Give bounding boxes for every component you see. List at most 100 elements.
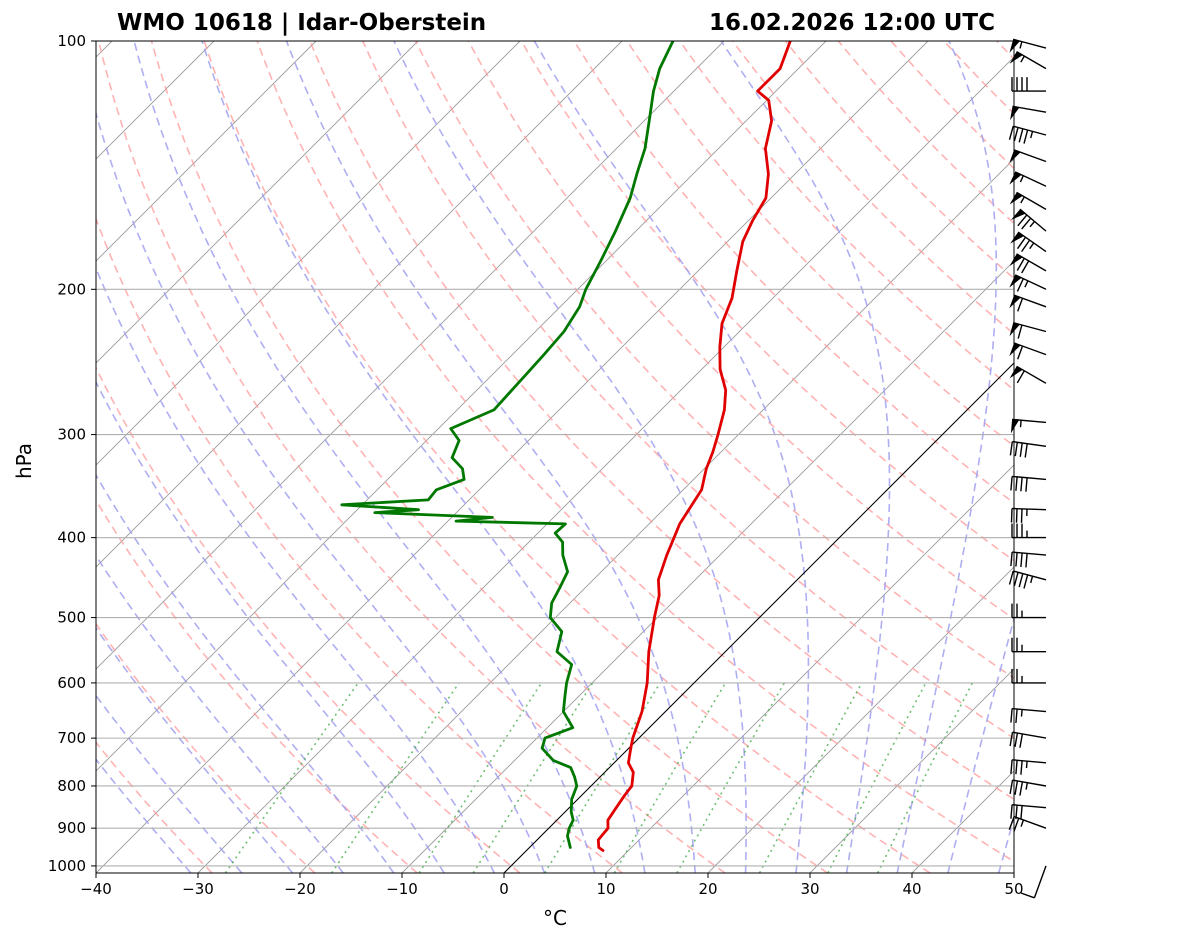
plot-frame <box>95 40 1015 874</box>
wind-barb-feather <box>1010 476 1013 491</box>
dry-adiabat-line <box>96 216 623 873</box>
isotherm-line <box>299 158 1014 873</box>
wind-barb-feather <box>1023 574 1029 589</box>
x-tick-label: 30 <box>800 880 819 898</box>
x-tick-label: 0 <box>499 880 509 898</box>
wind-barbs <box>1008 38 1047 899</box>
wind-barb <box>1009 294 1047 312</box>
moist-adiabat-line <box>96 266 496 873</box>
wind-barb <box>1011 668 1046 684</box>
wind-barb-feather <box>1019 781 1024 796</box>
dry-adiabat-line <box>309 41 1014 801</box>
wind-barb-feather <box>1014 780 1019 795</box>
wind-barb <box>1011 523 1046 539</box>
wind-barb-feather <box>1021 217 1032 230</box>
wind-barb-shaft <box>1012 759 1047 764</box>
wind-barb <box>1009 440 1047 458</box>
wind-barb <box>1009 191 1047 211</box>
wind-barb-feather <box>1010 508 1013 523</box>
y-tick-label: 700 <box>57 729 86 747</box>
dry-adiabat-line <box>256 41 1014 863</box>
wind-barb-flag <box>1010 419 1020 434</box>
wind-barb-feather <box>1020 892 1035 899</box>
wind-barb-half-feather <box>1020 196 1025 204</box>
wind-barb-half-feather <box>1019 175 1024 183</box>
x-tick-label: −40 <box>80 880 112 898</box>
moist-adiabat-line <box>720 41 891 873</box>
isotherm-line <box>197 56 1014 873</box>
wind-barb-half-feather <box>1029 221 1036 228</box>
wind-barb <box>1009 253 1047 274</box>
wind-barb-shaft <box>1013 294 1047 308</box>
wind-barb-feather <box>1018 128 1024 143</box>
isotherm-line <box>707 566 1014 873</box>
zero-isotherm-line <box>503 362 1014 873</box>
wind-barb-shaft <box>1012 731 1047 739</box>
wind-barb-shaft <box>1016 191 1047 211</box>
x-tick-label: 50 <box>1004 880 1023 898</box>
dry-adiabat-line <box>520 41 1014 562</box>
moist-adiabat-line <box>96 473 395 873</box>
wind-barb <box>1010 418 1047 434</box>
y-tick-label: 200 <box>57 280 86 298</box>
wind-barb-feather <box>1014 732 1019 748</box>
dewpoint-profile-line <box>340 41 675 849</box>
moist-adiabat-line <box>533 41 810 873</box>
y-axis-label: hPa <box>12 443 36 479</box>
wind-barb <box>1008 570 1047 589</box>
mixing-ratio-line <box>331 682 460 873</box>
wind-barb <box>1009 731 1047 748</box>
wind-barb-feather <box>1020 477 1023 492</box>
wind-barb-feather <box>1009 441 1013 456</box>
moist-adiabat-line <box>96 626 294 873</box>
dry-adiabat-line <box>203 41 931 873</box>
wind-barb-feather <box>1025 553 1028 568</box>
temperature-profile-line <box>596 41 792 852</box>
y-tick-label: 400 <box>57 529 86 547</box>
wind-barb <box>1008 125 1047 144</box>
wind-barb-feather <box>1009 779 1014 795</box>
moist-adiabat-line <box>133 41 596 873</box>
wind-barb-feather <box>1014 442 1018 457</box>
background-grid <box>96 41 1014 873</box>
wind-barb-feather <box>1016 370 1025 384</box>
x-tick-label: −30 <box>182 880 214 898</box>
wind-barb-half-feather <box>1020 55 1025 63</box>
wind-barb-flag <box>1009 343 1021 357</box>
wind-barb-feather <box>1015 805 1018 820</box>
moist-adiabat-line <box>96 554 344 873</box>
isotherm-line <box>96 41 419 364</box>
wind-barb-feather <box>1017 345 1024 360</box>
wind-barb-feather <box>1010 708 1013 723</box>
wind-barb-flag <box>1009 192 1023 205</box>
wind-barb-feather <box>1010 759 1013 774</box>
x-axis-label: °C <box>543 906 567 930</box>
isotherm-line <box>96 41 725 670</box>
wind-barb-shaft <box>1014 171 1047 187</box>
x-tick-label: 20 <box>698 880 717 898</box>
wind-barb-shaft <box>1011 507 1047 511</box>
wind-barb-flag <box>1009 171 1022 185</box>
wind-barb <box>1009 274 1047 292</box>
x-tick-label: −10 <box>386 880 418 898</box>
wind-barb-flag <box>1009 253 1023 266</box>
wind-barb <box>1011 637 1046 653</box>
wind-barb-half-feather <box>1019 41 1023 49</box>
wind-barb-shaft <box>1012 440 1047 447</box>
wind-barb-flag <box>1009 322 1020 337</box>
wind-barb-flag <box>1011 209 1026 220</box>
wind-barb-flag <box>1009 51 1023 64</box>
wind-barb <box>1009 50 1047 70</box>
wind-barb <box>1010 105 1047 121</box>
axes: −40 −30 −20 −10 0 10 20 30 40 50 1000 900 800 700 600 5… <box>48 32 1024 898</box>
wind-barb <box>1010 231 1047 253</box>
y-tick-label: 1000 <box>48 857 86 875</box>
wind-barb-shaft <box>1013 342 1047 356</box>
wind-barb-shaft <box>1019 208 1047 232</box>
isotherm-line <box>401 260 1014 873</box>
wind-barb-shaft <box>1013 322 1047 333</box>
wind-barb-half-feather <box>1020 709 1023 717</box>
wind-barb-feather <box>1015 760 1018 775</box>
wind-barb-feather <box>1019 442 1023 457</box>
